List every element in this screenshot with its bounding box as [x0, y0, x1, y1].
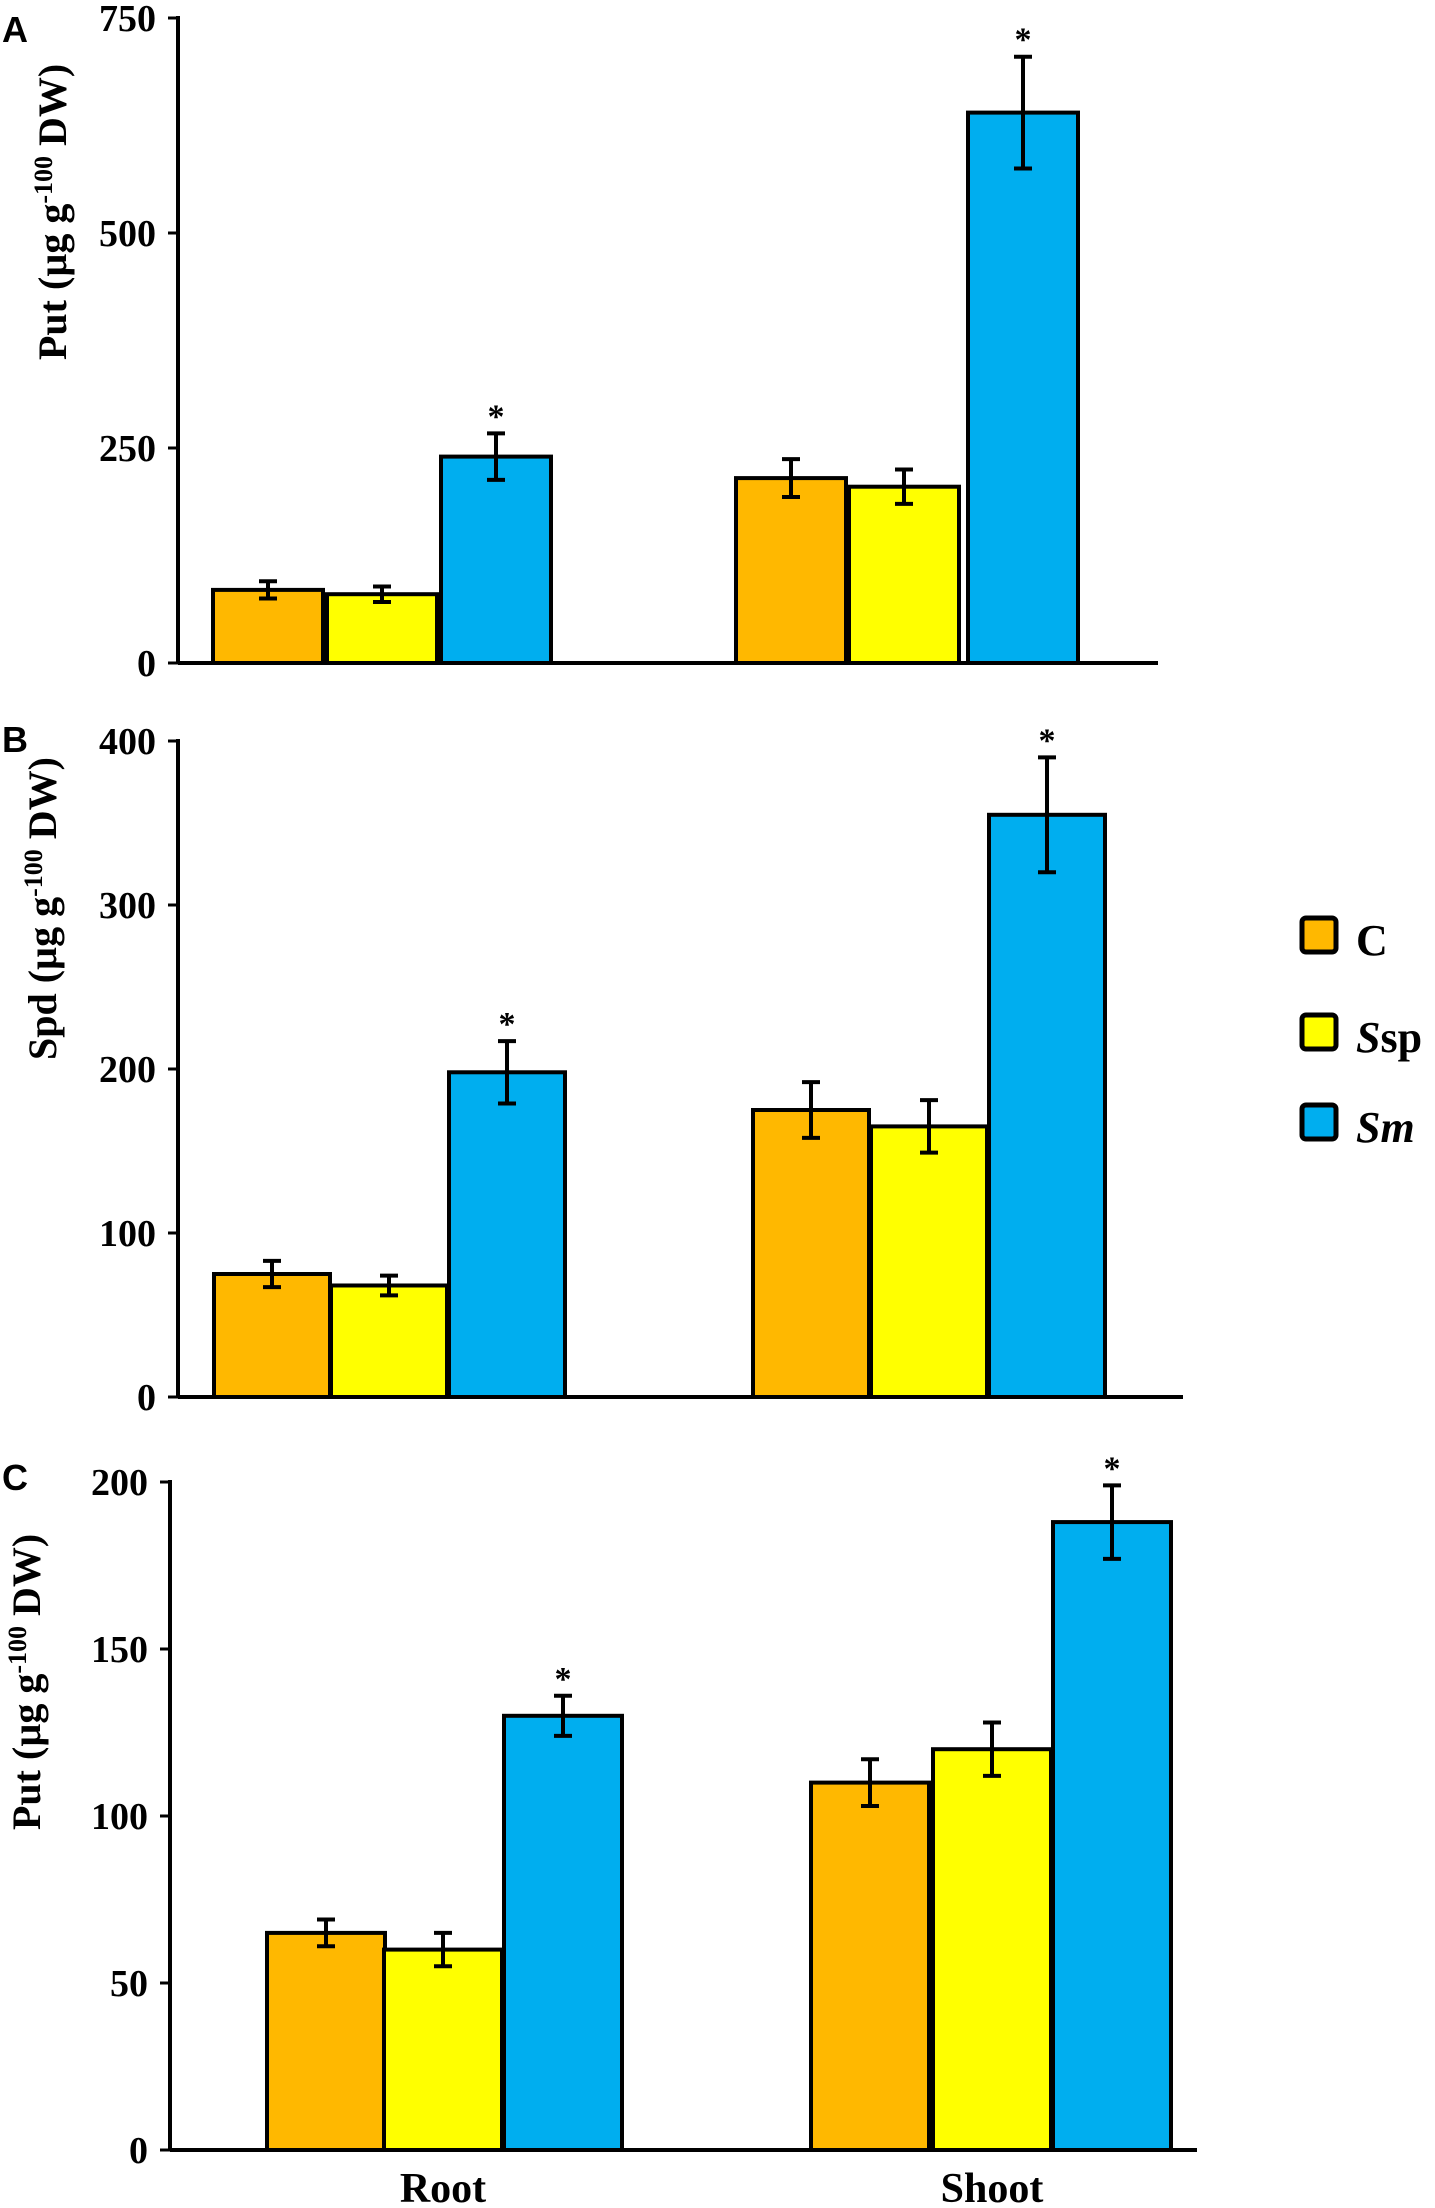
legend-label: Ssp — [1356, 1013, 1422, 1062]
error-bar-c-shoot — [782, 457, 800, 500]
legend-label: Sm — [1356, 1103, 1415, 1152]
error-bar-c-shoot — [802, 1080, 820, 1140]
legend-swatch — [1299, 1102, 1339, 1142]
error-bar-sm-root — [554, 1693, 572, 1738]
y-tick-label: 50 — [110, 1963, 148, 2005]
y-tick-label: 0 — [137, 643, 156, 685]
significance-star: * — [1104, 1450, 1121, 1487]
panel-letter: B — [2, 719, 28, 760]
legend-label: C — [1356, 916, 1388, 965]
y-tick-label: 200 — [99, 1049, 156, 1091]
panel-letter: A — [2, 9, 28, 50]
y-tick-label: 500 — [99, 213, 156, 255]
bar-ssp-root — [382, 1947, 504, 2152]
error-bar-ssp-root — [373, 584, 391, 604]
error-bar-sm-root — [498, 1039, 516, 1106]
y-tick-label: 0 — [137, 1377, 156, 1419]
y-axis-label: Spd (µg g-100 DW) — [19, 757, 65, 1060]
error-bar-sm-root — [487, 431, 505, 482]
x-category-label-shoot: Shoot — [941, 2166, 1044, 2208]
y-axis-label: Put (µg g-100 DW) — [29, 64, 75, 360]
bar-c-shoot — [751, 1108, 871, 1399]
bar-sm-shoot — [987, 812, 1107, 1399]
panel-a: A Put (µg g-100 DW) * * 0 250 500 750 — [2, 0, 1158, 685]
bar-c-root — [212, 1272, 332, 1399]
panel-b: B Spd (µg g-100 DW) * * 0 100 200 300 400 — [2, 719, 1183, 1419]
y-tick-label: 250 — [99, 428, 156, 470]
bar-c-root — [211, 587, 325, 666]
legend-item-c: C — [1299, 915, 1388, 965]
plot-area: * * 0 100 200 300 400 — [99, 721, 1183, 1419]
error-bar-ssp-shoot — [895, 467, 913, 506]
legend-swatch — [1299, 1012, 1339, 1052]
x-category-label-root: Root — [400, 2166, 486, 2208]
y-tick-label: 100 — [99, 1213, 156, 1255]
significance-star: * — [488, 398, 505, 435]
y-tick-label: 750 — [99, 0, 156, 40]
error-bar-c-shoot — [861, 1757, 879, 1808]
significance-star: * — [499, 1006, 516, 1043]
bar-c-shoot — [809, 1780, 931, 2152]
y-tick-label: 150 — [91, 1629, 148, 1671]
error-bar-c-root — [317, 1917, 335, 1949]
y-tick-label: 300 — [99, 885, 156, 927]
error-bar-sm-shoot — [1038, 755, 1056, 875]
plot-area: * * 0 250 500 750 — [99, 0, 1158, 685]
significance-star: * — [555, 1661, 572, 1698]
error-bar-ssp-shoot — [983, 1720, 1001, 1778]
bar-sm-root — [447, 1070, 567, 1400]
y-tick-label: 200 — [91, 1462, 148, 1504]
bar-ssp-root — [325, 592, 439, 666]
bar-ssp-shoot — [869, 1124, 989, 1400]
bar-sm-root — [502, 1713, 624, 2153]
error-bar-sm-shoot — [1014, 54, 1032, 171]
panel-c: C Put (µg g-100 DW) * * 0 50 100 150 200 Root Sh… — [2, 1450, 1197, 2208]
legend-item-sm: Sm — [1299, 1102, 1415, 1152]
significance-star: * — [1039, 722, 1056, 759]
bar-sm-shoot — [966, 110, 1080, 666]
error-bar-ssp-shoot — [920, 1098, 938, 1155]
significance-star: * — [1015, 22, 1032, 59]
error-bar-ssp-root — [380, 1273, 398, 1298]
error-bar-sm-shoot — [1103, 1483, 1121, 1561]
bar-ssp-shoot — [931, 1747, 1053, 2152]
error-bar-c-root — [263, 1258, 281, 1290]
y-tick-label: 100 — [91, 1796, 148, 1838]
legend-swatch — [1299, 915, 1339, 955]
error-bar-ssp-root — [434, 1930, 452, 1969]
bar-c-shoot — [734, 476, 848, 665]
bar-sm-root — [439, 454, 553, 665]
bar-sm-shoot — [1051, 1520, 1173, 2152]
y-tick-label: 400 — [99, 721, 156, 763]
panel-letter: C — [2, 1457, 28, 1498]
bar-ssp-shoot — [847, 484, 961, 666]
plot-area: * * 0 50 100 150 200 Root Shoot — [91, 1450, 1197, 2208]
bar-ssp-root — [329, 1283, 449, 1399]
y-tick-label: 0 — [129, 2130, 148, 2172]
bar-c-root — [265, 1930, 387, 2153]
error-bar-c-root — [259, 579, 277, 601]
y-axis-label: Put (µg g-100 DW) — [3, 1534, 49, 1830]
legend-item-ssp: Ssp — [1299, 1012, 1422, 1062]
legend: C Ssp Sm — [1299, 915, 1422, 1152]
